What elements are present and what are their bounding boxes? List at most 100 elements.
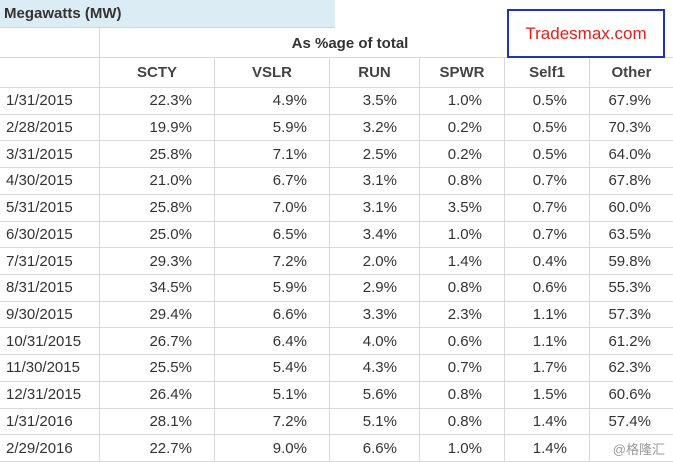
date-cell: 2/29/2016 [0, 435, 100, 462]
value-cell: 1.1% [505, 301, 590, 329]
value-cell: 34.5% [100, 275, 215, 302]
column-header: SPWR [420, 58, 505, 88]
value-cell: 1.7% [505, 355, 590, 382]
value-cell: 62.3% [590, 355, 673, 382]
value-cell: 1.5% [505, 381, 590, 409]
value-cell: 2.3% [420, 301, 505, 329]
value-cell: 0.7% [420, 355, 505, 382]
column-header: Other [590, 58, 673, 88]
value-cell: 6.4% [215, 328, 330, 356]
value-cell: 2.9% [330, 275, 420, 302]
value-cell: 19.9% [100, 114, 215, 142]
value-cell: 0.8% [420, 408, 505, 436]
date-cell: 4/30/2015 [0, 168, 100, 195]
badge: Tradesmax.com [507, 9, 665, 58]
date-cell: 2/28/2015 [0, 114, 100, 142]
value-cell: 7.1% [215, 141, 330, 169]
value-cell: 6.6% [330, 435, 420, 462]
value-cell: 7.2% [215, 408, 330, 436]
value-cell: 63.5% [590, 222, 673, 249]
value-cell: 0.5% [505, 88, 590, 115]
value-cell: 67.9% [590, 88, 673, 115]
date-cell: 10/31/2015 [0, 328, 100, 356]
value-cell [590, 435, 673, 462]
date-cell: 3/31/2015 [0, 141, 100, 169]
value-cell: 1.4% [505, 435, 590, 462]
value-cell: 0.2% [420, 114, 505, 142]
value-cell: 26.7% [100, 328, 215, 356]
group-header: As %age of total [291, 34, 409, 52]
value-cell: 25.8% [100, 141, 215, 169]
value-cell: 0.7% [505, 168, 590, 195]
value-cell: 4.9% [215, 88, 330, 115]
value-cell: 3.3% [330, 301, 420, 329]
value-cell: 0.8% [420, 168, 505, 195]
value-cell: 2.0% [330, 248, 420, 275]
column-header: SCTY [100, 58, 215, 88]
value-cell: 9.0% [215, 435, 330, 462]
value-cell: 60.0% [590, 195, 673, 222]
value-cell: 29.3% [100, 248, 215, 275]
date-cell: 6/30/2015 [0, 221, 100, 249]
value-cell: 57.4% [590, 409, 673, 436]
value-cell: 7.0% [215, 194, 330, 222]
value-cell: 70.3% [590, 115, 673, 142]
value-cell: 4.0% [330, 328, 420, 356]
group-cell [100, 28, 673, 58]
value-cell: 21.0% [100, 168, 215, 195]
value-cell: 61.2% [590, 328, 673, 356]
value-cell: 3.4% [330, 221, 420, 249]
value-cell: 0.2% [420, 141, 505, 169]
value-cell: 67.8% [590, 168, 673, 195]
value-cell: 1.1% [505, 328, 590, 356]
value-cell: 22.7% [100, 435, 215, 462]
value-cell: 25.8% [100, 194, 215, 222]
value-cell: 6.7% [215, 168, 330, 195]
value-cell: 7.2% [215, 248, 330, 275]
value-cell: 1.0% [420, 88, 505, 115]
value-cell: 5.9% [215, 275, 330, 302]
value-cell: 0.4% [505, 248, 590, 275]
value-cell: 5.4% [215, 355, 330, 382]
sheet-title: Megawatts (MW) [0, 0, 335, 28]
value-cell: 1.4% [420, 248, 505, 275]
value-cell: 0.8% [420, 275, 505, 302]
value-cell: 60.6% [590, 382, 673, 409]
value-cell: 3.2% [330, 114, 420, 142]
value-cell: 0.5% [505, 114, 590, 142]
date-cell: 12/31/2015 [0, 381, 100, 409]
value-cell: 25.0% [100, 221, 215, 249]
value-cell: 3.1% [330, 194, 420, 222]
value-cell: 3.1% [330, 168, 420, 195]
date-cell: 7/31/2015 [0, 248, 100, 275]
value-cell: 5.1% [330, 408, 420, 436]
value-cell: 29.4% [100, 301, 215, 329]
value-cell: 57.3% [590, 302, 673, 329]
column-header: VSLR [215, 58, 330, 88]
value-cell: 3.5% [330, 88, 420, 115]
date-cell: 8/31/2015 [0, 275, 100, 302]
date-cell: 11/30/2015 [0, 355, 100, 382]
value-cell: 22.3% [100, 88, 215, 115]
value-cell: 55.3% [590, 275, 673, 302]
value-cell: 59.8% [590, 248, 673, 275]
value-cell: 4.3% [330, 355, 420, 382]
value-cell: 0.8% [420, 381, 505, 409]
value-cell: 0.7% [505, 221, 590, 249]
value-cell: 1.4% [505, 408, 590, 436]
date-cell: 1/31/2015 [0, 88, 100, 115]
date-cell: 9/30/2015 [0, 301, 100, 329]
value-cell: 2.5% [330, 141, 420, 169]
value-cell: 64.0% [590, 141, 673, 169]
value-cell: 6.6% [215, 301, 330, 329]
value-cell: 5.1% [215, 381, 330, 409]
value-cell: 26.4% [100, 381, 215, 409]
value-cell: 5.6% [330, 381, 420, 409]
value-cell: 0.6% [505, 275, 590, 302]
value-cell: 6.5% [215, 221, 330, 249]
value-cell: 1.0% [420, 221, 505, 249]
value-cell: 0.7% [505, 194, 590, 222]
value-cell: 0.5% [505, 141, 590, 169]
value-cell: 0.6% [420, 328, 505, 356]
